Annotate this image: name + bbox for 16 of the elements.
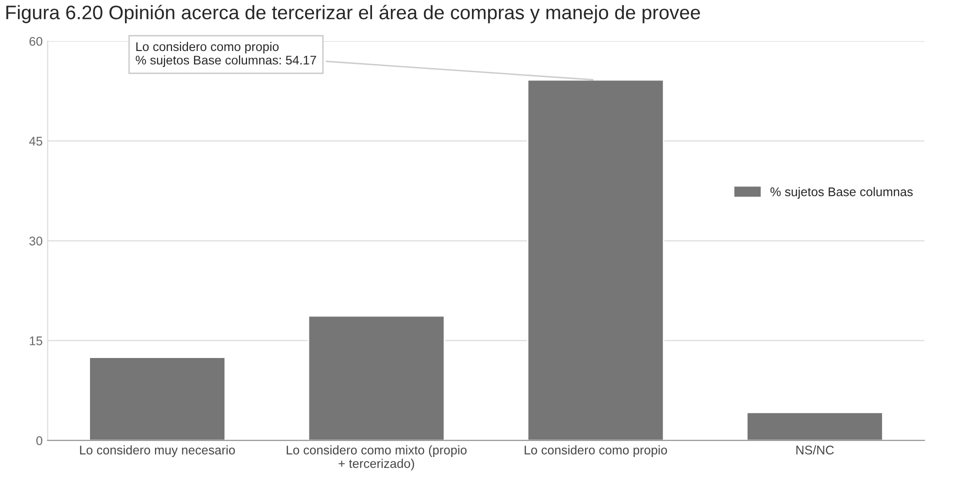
bar — [526, 79, 664, 440]
x-tick-label: Lo considero muy necesario — [80, 445, 235, 457]
x-tick-label: NS/NC — [796, 445, 834, 454]
bar — [88, 356, 226, 440]
x-tick-label: Lo considero como mixto (propio + tercerizado) — [286, 445, 467, 470]
bar — [308, 315, 446, 440]
y-tick-label: 45 — [29, 136, 42, 146]
annotation: Lo considero como propio % sujetos Base columnas: 54.17 — [136, 42, 316, 68]
y-tick-label: 30 — [29, 236, 42, 246]
y-tick-label: 15 — [30, 336, 42, 346]
legend-label: % sujetos Base columnas — [770, 187, 913, 199]
y-tick-label: 60 — [30, 36, 42, 46]
chart-title: Figura 6.20 Opinión acerca de tercerizar el área de compras y manejo de provee — [6, 4, 700, 24]
x-tick-label: Lo considero como propio — [524, 445, 668, 457]
y-tick-label: 0 — [36, 436, 42, 446]
bar — [746, 412, 884, 440]
